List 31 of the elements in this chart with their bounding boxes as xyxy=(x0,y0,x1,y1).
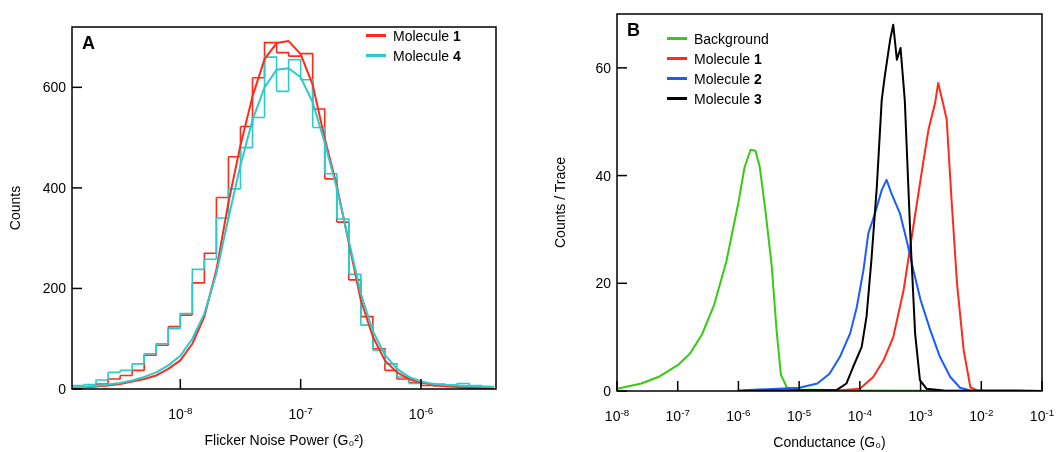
legend-label: Molecule 1 xyxy=(393,28,461,44)
legend-label: Molecule 2 xyxy=(694,71,762,87)
y-axis-title: Counts / Trace xyxy=(552,156,568,249)
x-tick-label: 10$^{-7}$ xyxy=(288,404,313,422)
x-tick-label: 10$^{-8}$ xyxy=(168,404,193,422)
chart-title: B xyxy=(627,20,640,40)
y-tick-label: 600 xyxy=(42,79,67,96)
y-tick-label: 0 xyxy=(603,383,612,399)
y-tick-label: 0 xyxy=(58,381,67,397)
x-axis-title: Conductance (G₀) xyxy=(773,434,886,450)
x-tick-label: 10$^{-7}$ xyxy=(665,406,690,424)
y-axis-title: Counts xyxy=(7,185,23,231)
x-tick-label: 10$^{-6}$ xyxy=(726,406,752,424)
x-tick-label: 10$^{-2}$ xyxy=(969,406,994,424)
y-tick-label: 40 xyxy=(595,167,612,184)
legend-label: Background xyxy=(694,31,769,47)
x-tick-label: 10$^{-6}$ xyxy=(408,404,434,422)
legend-label: Molecule 1 xyxy=(694,51,762,67)
y-tick-label: 200 xyxy=(42,280,67,297)
chart-title: A xyxy=(82,33,95,53)
x-tick-label: 10$^{-5}$ xyxy=(786,406,812,424)
x-tick-label: 10$^{-4}$ xyxy=(847,406,873,424)
x-axis-title: Flicker Noise Power (G₀²) xyxy=(204,432,364,448)
x-tick-label: 10$^{-8}$ xyxy=(604,406,630,424)
legend-label: Molecule 3 xyxy=(694,91,762,107)
y-tick-label: 400 xyxy=(42,179,67,196)
y-tick-label: 60 xyxy=(595,59,612,76)
x-tick-label: 10$^{-1}$ xyxy=(1029,406,1055,424)
legend-label: Molecule 4 xyxy=(393,48,461,64)
y-tick-label: 20 xyxy=(595,275,612,292)
x-tick-label: 10$^{-3}$ xyxy=(908,406,934,424)
